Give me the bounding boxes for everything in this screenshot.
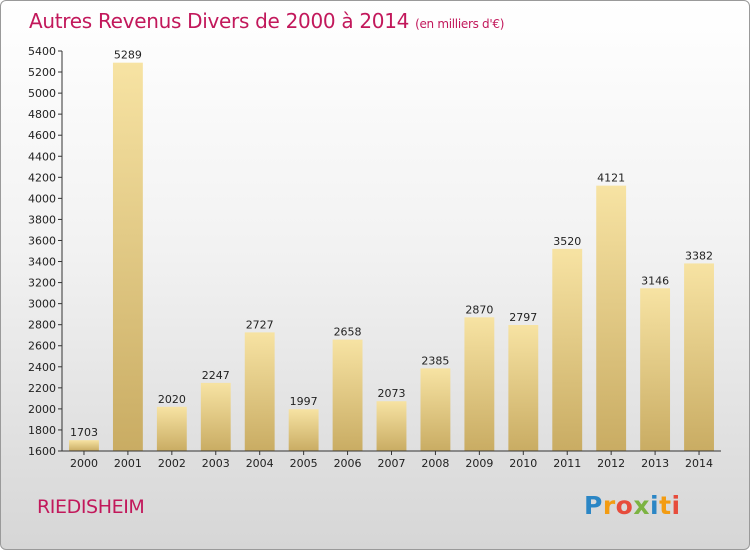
commune-name: RIEDISHEIM bbox=[37, 496, 145, 518]
bar bbox=[156, 406, 187, 451]
bar-value-label: 3146 bbox=[641, 274, 669, 287]
bar-value-label: 1703 bbox=[70, 426, 98, 439]
y-tick-label: 4600 bbox=[28, 129, 56, 142]
x-tick-label: 2003 bbox=[202, 457, 230, 470]
logo-letter: i bbox=[671, 491, 681, 520]
bar-value-label: 4121 bbox=[597, 172, 625, 185]
y-tick-label: 2000 bbox=[28, 403, 56, 416]
chart-title: Autres Revenus Divers de 2000 à 2014 (en … bbox=[29, 9, 504, 33]
bar-value-label: 2247 bbox=[202, 369, 230, 382]
bar-value-label: 3382 bbox=[685, 249, 713, 262]
bar bbox=[332, 339, 363, 451]
bar-value-label: 2385 bbox=[421, 354, 449, 367]
x-tick-label: 2010 bbox=[509, 457, 537, 470]
logo-letter: t bbox=[659, 491, 672, 520]
logo-letter: o bbox=[615, 491, 634, 520]
chart-unit: (en milliers d'€) bbox=[415, 17, 505, 31]
y-tick-label: 5400 bbox=[28, 45, 56, 58]
bar-value-label: 2073 bbox=[378, 387, 406, 400]
bar-value-label: 3520 bbox=[553, 235, 581, 248]
bar bbox=[552, 248, 583, 451]
y-tick-label: 1800 bbox=[28, 424, 56, 437]
logo-letter: i bbox=[650, 491, 660, 520]
x-tick-label: 2006 bbox=[334, 457, 362, 470]
bar bbox=[640, 288, 671, 451]
y-tick-label: 3400 bbox=[28, 256, 56, 269]
x-tick-label: 2001 bbox=[114, 457, 142, 470]
x-tick-label: 2008 bbox=[421, 457, 449, 470]
chart-title-text: Autres Revenus Divers de 2000 à 2014 bbox=[29, 9, 410, 33]
y-tick-label: 5200 bbox=[28, 66, 56, 79]
bar bbox=[508, 325, 539, 451]
x-tick-label: 2000 bbox=[70, 457, 98, 470]
x-tick-label: 2014 bbox=[685, 457, 713, 470]
bar bbox=[464, 317, 495, 451]
x-tick-label: 2004 bbox=[246, 457, 274, 470]
proxiti-logo: Proxiti bbox=[584, 491, 681, 520]
y-tick-label: 1600 bbox=[28, 445, 56, 458]
y-tick-label: 5000 bbox=[28, 87, 56, 100]
logo-letter: r bbox=[602, 491, 616, 520]
bar-value-label: 2658 bbox=[334, 326, 362, 339]
x-tick-label: 2005 bbox=[290, 457, 318, 470]
y-tick-label: 3000 bbox=[28, 298, 56, 311]
x-tick-label: 2012 bbox=[597, 457, 625, 470]
x-tick-label: 2007 bbox=[378, 457, 406, 470]
bar bbox=[288, 409, 319, 451]
x-tick-label: 2011 bbox=[553, 457, 581, 470]
y-tick-label: 4200 bbox=[28, 171, 56, 184]
y-tick-label: 3600 bbox=[28, 234, 56, 247]
bar bbox=[244, 332, 275, 451]
y-tick-label: 4400 bbox=[28, 150, 56, 163]
bar-value-label: 5289 bbox=[114, 49, 142, 62]
y-tick-label: 4000 bbox=[28, 192, 56, 205]
x-tick-label: 2002 bbox=[158, 457, 186, 470]
bar-value-label: 2020 bbox=[158, 393, 186, 406]
bar-value-label: 2727 bbox=[246, 318, 274, 331]
bar bbox=[596, 185, 627, 451]
bar bbox=[69, 440, 99, 451]
x-tick-label: 2013 bbox=[641, 457, 669, 470]
bar bbox=[200, 382, 231, 451]
bar bbox=[684, 263, 714, 451]
x-tick-label: 2009 bbox=[465, 457, 493, 470]
bar-value-label: 2870 bbox=[465, 303, 493, 316]
y-tick-label: 2600 bbox=[28, 340, 56, 353]
y-tick-label: 3200 bbox=[28, 277, 56, 290]
y-tick-label: 2200 bbox=[28, 382, 56, 395]
bar bbox=[376, 401, 407, 451]
bar-value-label: 1997 bbox=[290, 395, 318, 408]
bar-value-label: 2797 bbox=[509, 311, 537, 324]
bar bbox=[112, 62, 143, 452]
logo-letter: P bbox=[584, 491, 603, 520]
logo-letter: x bbox=[633, 491, 650, 520]
y-tick-label: 2400 bbox=[28, 361, 56, 374]
y-tick-label: 3800 bbox=[28, 213, 56, 226]
y-tick-label: 4800 bbox=[28, 108, 56, 121]
y-tick-label: 2800 bbox=[28, 319, 56, 332]
bar bbox=[420, 368, 451, 451]
